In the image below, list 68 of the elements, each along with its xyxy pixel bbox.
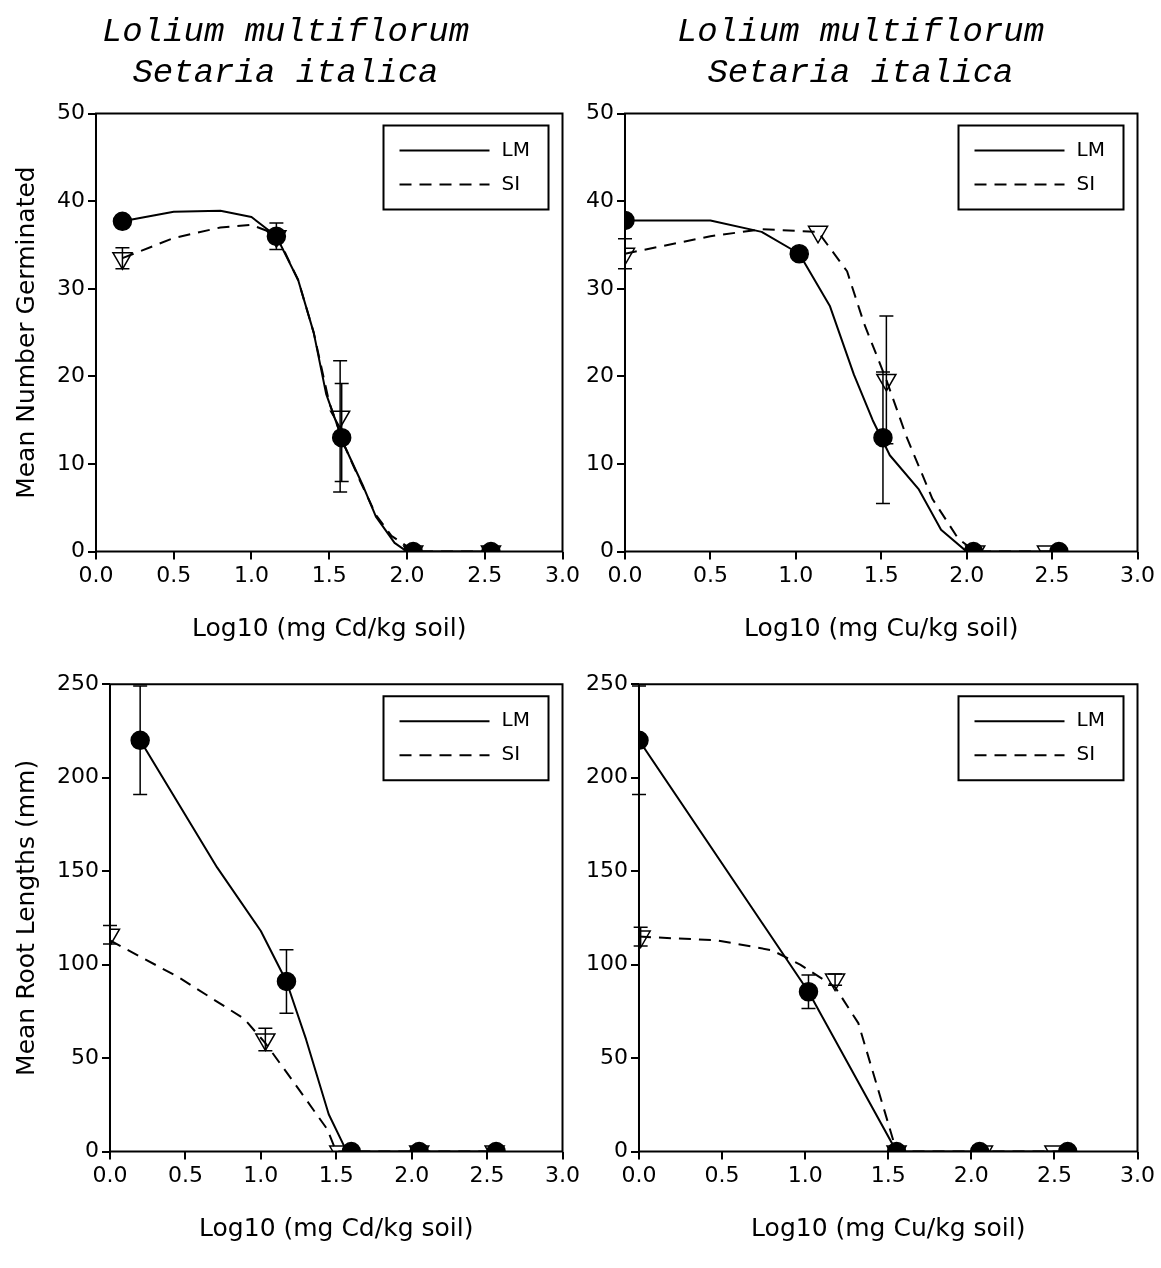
y-tick-label: 40 [585, 186, 614, 212]
y-tick-label: 50 [56, 99, 85, 125]
y-tick-label: 150 [585, 856, 628, 882]
x-tick-label: 3.0 [545, 1161, 581, 1187]
x-tick-label: 2.0 [389, 561, 425, 587]
y-tick-label: 50 [585, 99, 614, 125]
y-tick-label: 0 [599, 537, 614, 563]
x-tick-label: 1.0 [234, 561, 269, 587]
legend-label: LM [501, 136, 530, 161]
x-tick-label: 0.5 [167, 1161, 203, 1187]
y-tick-label: 10 [56, 449, 85, 475]
legend-label: SI [1076, 741, 1096, 766]
y-tick-label: 200 [56, 763, 99, 789]
x-tick-label: 2.0 [953, 1161, 989, 1187]
x-tick-label: 2.0 [949, 561, 985, 587]
legend-label: SI [501, 741, 521, 766]
y-tick-label: 250 [56, 669, 99, 695]
x-tick-label: 3.0 [545, 561, 581, 587]
x-tick-label: 0.0 [607, 561, 643, 587]
x-tick-label: 3.0 [1120, 1161, 1156, 1187]
x-tick-label: 2.0 [394, 1161, 430, 1187]
y-tick-label: 50 [70, 1043, 99, 1069]
x-tick-label: 1.0 [243, 1161, 279, 1187]
y-tick-label: 200 [585, 763, 628, 789]
x-axis-title: Log10 (mg Cd/kg soil) [199, 1212, 474, 1242]
y-axis-title: Mean Root Lengths (mm) [10, 759, 40, 1076]
x-tick-label: 2.5 [467, 561, 503, 587]
chart-title: Lolium multiflorum Setaria italica [676, 13, 1045, 93]
y-tick-label: 250 [585, 669, 628, 695]
x-tick-label: 0.5 [156, 561, 192, 587]
x-tick-label: 1.5 [870, 1161, 906, 1187]
legend-label: SI [501, 170, 521, 195]
y-tick-label: 0 [84, 1137, 99, 1163]
legend-label: LM [1076, 707, 1105, 732]
y-tick-label: 20 [585, 362, 614, 388]
x-tick-label: 0.5 [692, 561, 728, 587]
x-tick-label: 3.0 [1120, 561, 1156, 587]
x-axis-title: Log10 (mg Cu/kg soil) [744, 612, 1019, 642]
legend-label: LM [1076, 136, 1105, 161]
legend-label: SI [1076, 170, 1096, 195]
x-tick-label: 2.5 [469, 1161, 505, 1187]
x-tick-label: 0.0 [78, 561, 114, 587]
y-tick-label: 100 [585, 950, 628, 976]
y-tick-label: 40 [56, 186, 85, 212]
y-tick-label: 100 [56, 950, 99, 976]
x-tick-label: 0.0 [92, 1161, 128, 1187]
x-tick-label: 2.5 [1034, 561, 1070, 587]
x-tick-label: 2.5 [1036, 1161, 1072, 1187]
y-tick-label: 150 [56, 856, 99, 882]
chart-title: Lolium multiflorum Setaria italica [101, 13, 470, 93]
y-tick-label: 50 [599, 1043, 628, 1069]
legend-label: LM [501, 707, 530, 732]
x-tick-label: 1.0 [778, 561, 814, 587]
y-axis-title: Mean Number Germinated [10, 166, 40, 499]
y-tick-label: 0 [613, 1137, 628, 1163]
x-tick-label: 1.5 [863, 561, 899, 587]
y-tick-label: 30 [56, 274, 85, 300]
x-tick-label: 1.5 [311, 561, 347, 587]
x-axis-title: Log10 (mg Cd/kg soil) [192, 612, 467, 642]
x-axis-title: Log10 (mg Cu/kg soil) [751, 1212, 1026, 1242]
x-tick-label: 1.0 [787, 1161, 823, 1187]
x-tick-label: 1.5 [318, 1161, 354, 1187]
y-tick-label: 30 [585, 274, 614, 300]
y-tick-label: 0 [70, 537, 85, 563]
y-tick-label: 20 [56, 362, 85, 388]
y-tick-label: 10 [585, 449, 614, 475]
x-tick-label: 0.5 [704, 1161, 740, 1187]
x-tick-label: 0.0 [621, 1161, 657, 1187]
